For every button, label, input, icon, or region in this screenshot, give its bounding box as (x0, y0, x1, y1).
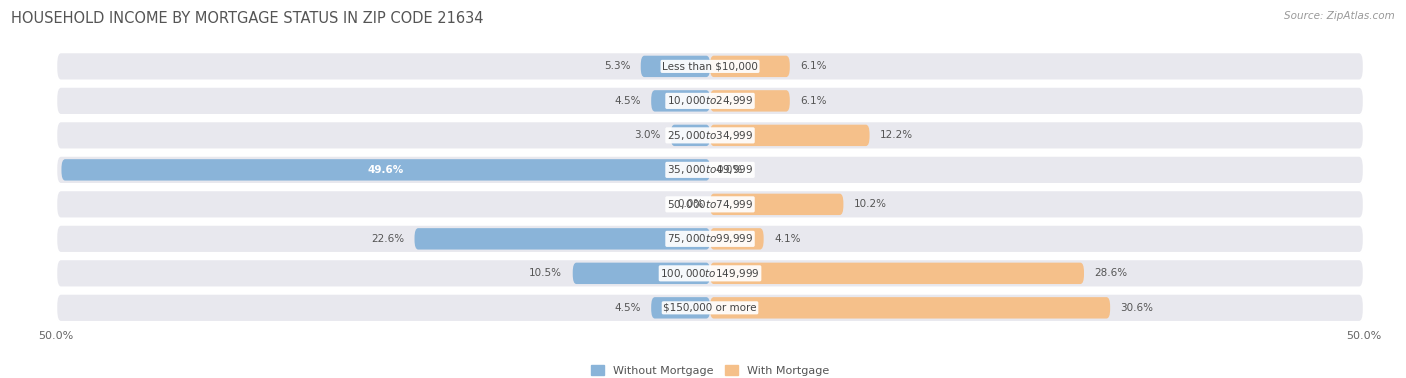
Text: 4.5%: 4.5% (614, 303, 641, 313)
FancyBboxPatch shape (710, 194, 844, 215)
FancyBboxPatch shape (56, 225, 1364, 253)
FancyBboxPatch shape (56, 87, 1364, 115)
Text: 28.6%: 28.6% (1094, 268, 1128, 278)
FancyBboxPatch shape (56, 190, 1364, 218)
Text: $150,000 or more: $150,000 or more (664, 303, 756, 313)
Text: $35,000 to $49,999: $35,000 to $49,999 (666, 163, 754, 177)
Text: 6.1%: 6.1% (800, 96, 827, 106)
Text: 5.3%: 5.3% (603, 61, 630, 71)
FancyBboxPatch shape (641, 56, 710, 77)
Text: $75,000 to $99,999: $75,000 to $99,999 (666, 232, 754, 245)
Text: 49.6%: 49.6% (367, 165, 404, 175)
FancyBboxPatch shape (56, 294, 1364, 322)
FancyBboxPatch shape (415, 228, 710, 249)
FancyBboxPatch shape (710, 56, 790, 77)
FancyBboxPatch shape (651, 90, 710, 112)
FancyBboxPatch shape (56, 156, 1364, 184)
FancyBboxPatch shape (56, 121, 1364, 150)
FancyBboxPatch shape (671, 125, 710, 146)
Text: 3.0%: 3.0% (634, 130, 661, 140)
FancyBboxPatch shape (710, 297, 1111, 319)
Text: 10.2%: 10.2% (853, 199, 887, 209)
Text: 4.5%: 4.5% (614, 96, 641, 106)
Text: $10,000 to $24,999: $10,000 to $24,999 (666, 94, 754, 107)
FancyBboxPatch shape (710, 263, 1084, 284)
Text: HOUSEHOLD INCOME BY MORTGAGE STATUS IN ZIP CODE 21634: HOUSEHOLD INCOME BY MORTGAGE STATUS IN Z… (11, 11, 484, 26)
FancyBboxPatch shape (572, 263, 710, 284)
Text: $50,000 to $74,999: $50,000 to $74,999 (666, 198, 754, 211)
FancyBboxPatch shape (62, 159, 710, 181)
FancyBboxPatch shape (56, 52, 1364, 81)
Text: Source: ZipAtlas.com: Source: ZipAtlas.com (1284, 11, 1395, 21)
Text: 22.6%: 22.6% (371, 234, 404, 244)
Text: 10.5%: 10.5% (529, 268, 562, 278)
Text: 0.0%: 0.0% (678, 199, 703, 209)
Text: 4.1%: 4.1% (775, 234, 800, 244)
Text: 12.2%: 12.2% (880, 130, 912, 140)
Text: 30.6%: 30.6% (1121, 303, 1153, 313)
Text: 6.1%: 6.1% (800, 61, 827, 71)
Text: 0.0%: 0.0% (717, 165, 742, 175)
FancyBboxPatch shape (710, 228, 763, 249)
FancyBboxPatch shape (710, 125, 869, 146)
Text: $25,000 to $34,999: $25,000 to $34,999 (666, 129, 754, 142)
Legend: Without Mortgage, With Mortgage: Without Mortgage, With Mortgage (586, 361, 834, 378)
Text: $100,000 to $149,999: $100,000 to $149,999 (661, 267, 759, 280)
FancyBboxPatch shape (651, 297, 710, 319)
FancyBboxPatch shape (710, 90, 790, 112)
FancyBboxPatch shape (56, 259, 1364, 288)
Text: Less than $10,000: Less than $10,000 (662, 61, 758, 71)
